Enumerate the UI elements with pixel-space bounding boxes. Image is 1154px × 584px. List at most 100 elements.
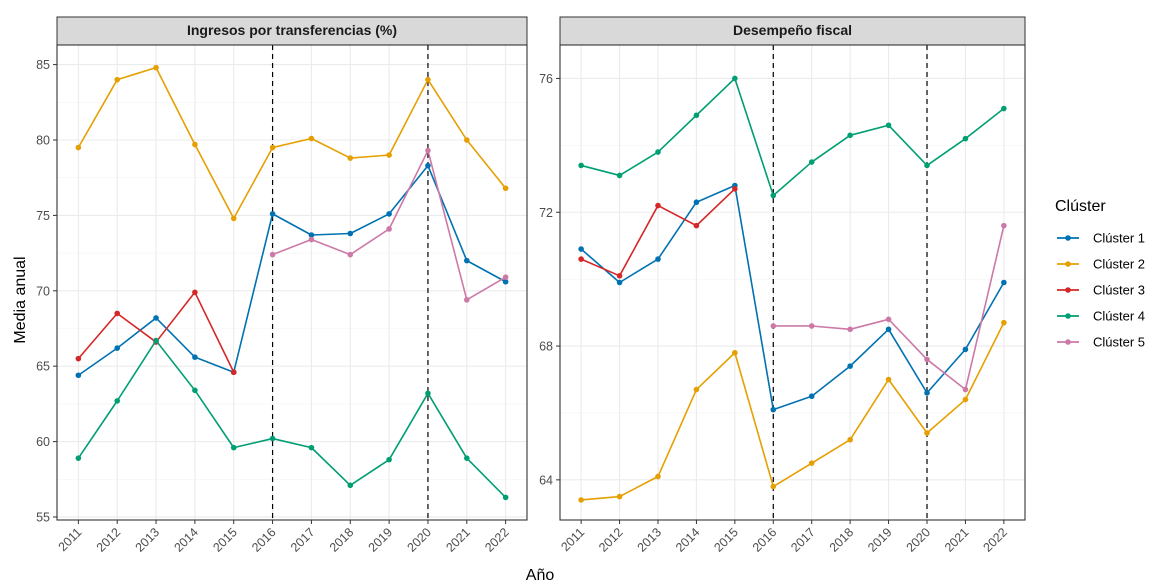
x-tick-label: 2017	[288, 525, 318, 555]
data-point	[885, 376, 892, 383]
series-line	[77, 339, 507, 498]
data-point	[269, 251, 276, 258]
data-point	[770, 406, 777, 413]
data-point	[616, 273, 623, 279]
x-tick-label: 2011	[56, 525, 85, 554]
y-tick-label: 64	[539, 473, 553, 487]
series-line	[77, 164, 507, 376]
data-point	[885, 326, 892, 333]
series-cl-ster-5	[770, 222, 1007, 393]
data-point	[847, 363, 853, 369]
data-point	[425, 76, 431, 83]
x-tick-label: 2019	[865, 525, 895, 555]
chart-panels: Ingresos por transferencias (%) 55 60 65 70 7…	[36, 16, 1026, 555]
data-point	[425, 147, 431, 154]
data-point	[114, 310, 121, 317]
y-tick-label: 60	[36, 435, 50, 449]
x-tick-label: 2022	[980, 525, 1010, 555]
legend-label: Clúster 2	[1093, 257, 1145, 272]
panel-2: Desempeño fiscal 64 68 72 76 2011 2012 2013 2014…	[539, 16, 1026, 555]
data-point	[655, 149, 661, 155]
y-tick-label: 80	[36, 134, 50, 148]
data-point	[153, 315, 159, 321]
data-point	[578, 256, 584, 262]
data-point	[962, 135, 969, 142]
x-tick-label: 2013	[635, 525, 665, 555]
data-point	[770, 192, 777, 199]
data-point	[924, 390, 930, 396]
data-point	[578, 246, 584, 252]
data-point	[386, 152, 392, 158]
panel-title: Ingresos por transferencias (%)	[187, 22, 397, 38]
data-point	[75, 144, 82, 151]
data-point	[693, 112, 700, 119]
panel-strip	[56, 16, 528, 46]
data-point	[693, 199, 700, 206]
data-point	[770, 323, 777, 329]
y-tick-label: 76	[539, 72, 553, 86]
data-point	[308, 444, 315, 451]
data-point	[308, 232, 315, 238]
data-point	[347, 230, 354, 237]
series-cl-ster-1	[578, 182, 1007, 413]
data-point	[425, 390, 431, 397]
legend-items: Clúster 1 Clúster 2 Clúster 3 Clúster 4 Clús…	[1057, 231, 1145, 350]
data-point	[502, 278, 509, 285]
data-point	[924, 162, 930, 169]
panel-border	[56, 44, 528, 521]
data-point	[153, 337, 159, 344]
x-tick-label: 2019	[366, 525, 396, 555]
data-point	[693, 386, 700, 393]
data-point	[192, 141, 198, 148]
series-line	[77, 66, 507, 220]
data-point	[502, 494, 509, 501]
data-point	[655, 256, 661, 262]
panel-background	[57, 45, 527, 520]
data-point	[885, 316, 892, 323]
x-tick-label: 2021	[942, 525, 972, 555]
data-point	[732, 186, 738, 192]
x-tick-label: 2012	[596, 525, 626, 555]
data-point	[616, 493, 623, 500]
data-point	[347, 482, 354, 489]
x-tick-label: 2017	[788, 525, 818, 555]
y-tick-label: 72	[539, 206, 553, 220]
legend-item: Clúster 3	[1057, 283, 1145, 298]
data-point	[425, 162, 431, 169]
panel-1: Ingresos por transferencias (%) 55 60 65 70 7…	[36, 16, 528, 555]
data-point	[847, 436, 853, 443]
data-point	[924, 356, 930, 363]
series-cl-ster-2	[578, 319, 1007, 503]
data-point	[847, 132, 853, 139]
series-cl-ster-2	[75, 64, 509, 222]
data-point	[308, 135, 315, 142]
y-tick-label: 75	[36, 209, 50, 223]
x-tick-label: 2012	[94, 525, 124, 555]
legend-item: Clúster 4	[1057, 309, 1145, 324]
data-point	[230, 215, 237, 222]
legend-key-point	[1065, 261, 1071, 267]
x-tick-label: 2011	[558, 525, 587, 554]
data-point	[1001, 105, 1007, 112]
data-point	[578, 162, 584, 169]
data-point	[463, 455, 470, 461]
data-point	[655, 202, 661, 209]
data-point	[75, 355, 82, 362]
legend-key-point	[1065, 313, 1071, 319]
data-point	[502, 185, 509, 192]
legend-item: Clúster 1	[1057, 231, 1145, 246]
x-axis-title: Año	[526, 567, 555, 584]
data-point	[732, 75, 738, 82]
data-point	[114, 76, 121, 83]
legend-key-point	[1065, 287, 1071, 293]
data-point	[770, 483, 777, 490]
x-tick-label: 2014	[673, 525, 703, 555]
series-cl-ster-4	[578, 75, 1007, 199]
legend-item: Clúster 5	[1057, 335, 1145, 350]
data-point	[502, 274, 509, 281]
x-tick-label: 2016	[249, 525, 279, 555]
data-point	[808, 323, 815, 329]
data-point	[192, 354, 198, 360]
